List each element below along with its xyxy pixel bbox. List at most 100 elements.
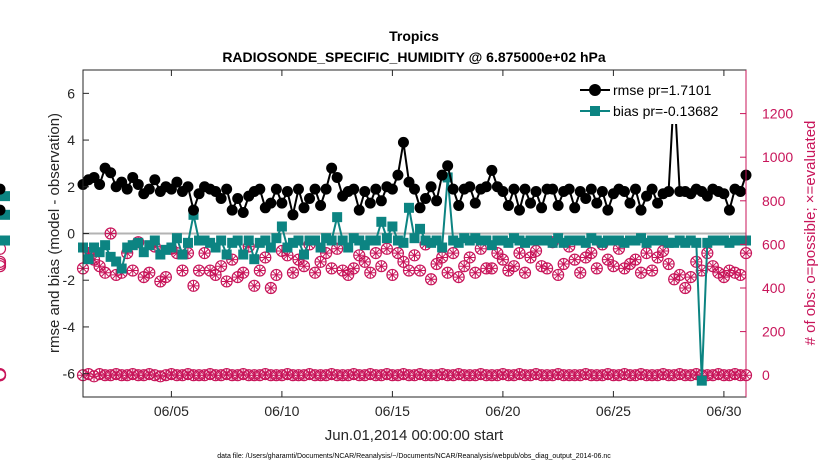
obs-evaluated-point	[684, 271, 697, 284]
obs-evaluated-point	[397, 255, 410, 268]
bias-point	[453, 237, 464, 248]
obs-evaluated-point	[358, 255, 371, 268]
rmse-point	[315, 199, 327, 211]
point-cross	[232, 272, 243, 283]
obs-evaluated-point	[98, 266, 112, 279]
bias-point	[636, 233, 647, 244]
point-ring	[452, 271, 465, 284]
obs-evaluated-point	[452, 271, 465, 284]
bias-point	[547, 237, 558, 248]
point-cross	[663, 259, 674, 270]
rmse-point	[502, 199, 514, 211]
point-ring	[513, 247, 526, 260]
rmse-point	[270, 183, 282, 195]
rmse-point	[397, 136, 409, 148]
bias-point	[89, 242, 100, 253]
bias-point	[171, 233, 182, 244]
rmse-point	[287, 209, 299, 221]
bias-point	[354, 235, 365, 246]
rmse-point	[276, 197, 288, 209]
point-cross	[238, 267, 249, 278]
rmse-point	[265, 197, 277, 209]
point-ring	[259, 251, 272, 264]
y-left-tick-label: -4	[63, 319, 76, 335]
rmse-point	[292, 183, 304, 195]
obs-evaluated-point	[159, 271, 172, 284]
rmse-point	[237, 206, 249, 218]
rmse-point	[298, 202, 310, 214]
point-cross	[403, 265, 414, 276]
bias-point	[613, 235, 624, 246]
bias-point	[243, 235, 254, 246]
obs-evaluated-point	[441, 266, 454, 279]
obs-evaluated-point	[270, 268, 283, 282]
point-ring	[297, 260, 311, 273]
point-cross	[326, 263, 337, 274]
obs-evaluated-point	[529, 244, 543, 258]
point-cross	[602, 254, 613, 265]
point-ring	[645, 264, 659, 277]
bias-point	[282, 242, 293, 253]
point-cross	[177, 265, 188, 276]
obs-evaluated-point	[347, 262, 360, 275]
point-cross	[282, 250, 293, 261]
point-cross	[531, 245, 542, 256]
bias-point	[718, 235, 729, 246]
obs-evaluated-point	[634, 266, 648, 279]
point-cross	[188, 280, 199, 291]
rmse-point	[348, 183, 360, 195]
point-ring	[198, 247, 211, 260]
bias-point	[497, 235, 508, 246]
point-cross	[321, 248, 332, 259]
point-cross	[707, 261, 718, 272]
obs-evaluated-point	[552, 268, 565, 282]
rmse-point	[309, 183, 321, 195]
point-ring	[590, 262, 603, 275]
rmse-point	[519, 183, 531, 195]
obs-evaluated-point	[629, 253, 642, 266]
point-ring	[308, 266, 322, 279]
bias-point	[210, 242, 221, 253]
obs-evaluated-point	[695, 264, 708, 277]
bias-point	[619, 237, 630, 248]
rmse-point	[143, 183, 155, 195]
point-cross	[508, 261, 519, 272]
point-cross	[287, 267, 298, 278]
rmse-point	[331, 171, 343, 183]
rmse-point	[646, 183, 658, 195]
obs-evaluated-point	[540, 262, 554, 275]
point-ring	[496, 253, 509, 266]
point-cross	[475, 243, 486, 254]
rmse-point	[552, 199, 564, 211]
bias-point	[680, 237, 691, 248]
bias-point	[492, 235, 503, 246]
x-tick-label: 06/05	[154, 403, 189, 419]
rmse-point	[105, 167, 117, 179]
rmse-point	[723, 204, 735, 216]
obs-evaluated-point	[640, 247, 653, 260]
bias-point	[536, 235, 547, 246]
bias-point	[558, 237, 569, 248]
chart-subtitle: RADIOSONDE_SPECIFIC_HUMIDITY @ 6.875000e…	[222, 49, 606, 65]
obs-evaluated-point	[253, 264, 266, 277]
bias-point	[343, 242, 354, 253]
rmse-point	[442, 160, 454, 172]
point-ring	[386, 268, 399, 282]
rmse-point	[453, 199, 465, 211]
obs-evaluated-point	[585, 247, 598, 260]
rmse-point	[536, 202, 548, 214]
rmse-point	[569, 202, 581, 214]
bias-point	[525, 235, 536, 246]
point-ring	[552, 268, 565, 282]
axis-ticks: 06/05 06/10 06/15 06/20 06/25 06/30 -6 -4 -2 0 2 4 6…	[63, 70, 793, 419]
obs-evaluated-point	[507, 260, 521, 273]
y-right-tick-label: 800	[762, 193, 786, 209]
bias-point	[464, 235, 475, 246]
bias-point	[724, 237, 735, 248]
point-cross	[624, 259, 635, 270]
rmse-point	[563, 183, 575, 195]
bias-point	[265, 242, 276, 253]
y-right-tick-label: 600	[762, 236, 786, 252]
point-cross	[437, 252, 448, 263]
bias-point	[669, 237, 680, 248]
